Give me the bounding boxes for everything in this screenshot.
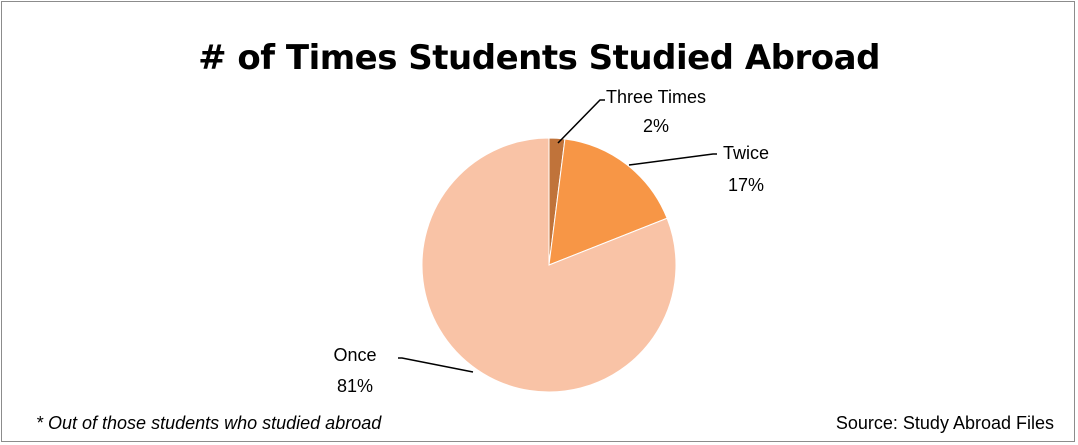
footnote: * Out of those students who studied abro… — [36, 413, 382, 433]
chart-title: # of Times Students Studied Abroad — [198, 38, 880, 78]
pie-slice-twice — [548, 138, 668, 266]
leader-line-once — [398, 357, 474, 373]
pie-slice-once — [421, 137, 677, 393]
leader-line-three-times — [557, 99, 605, 144]
slice-value-twice: 17% — [728, 175, 764, 195]
slice-value-once: 81% — [337, 376, 373, 396]
slice-label-twice: Twice — [723, 143, 769, 163]
slice-value-three-times: 2% — [643, 116, 669, 136]
slice-label-once: Once — [333, 345, 376, 365]
leader-line-twice — [628, 153, 717, 166]
slice-label-three-times: Three Times — [606, 87, 706, 107]
source-note: Source: Study Abroad Files — [835, 413, 1054, 433]
